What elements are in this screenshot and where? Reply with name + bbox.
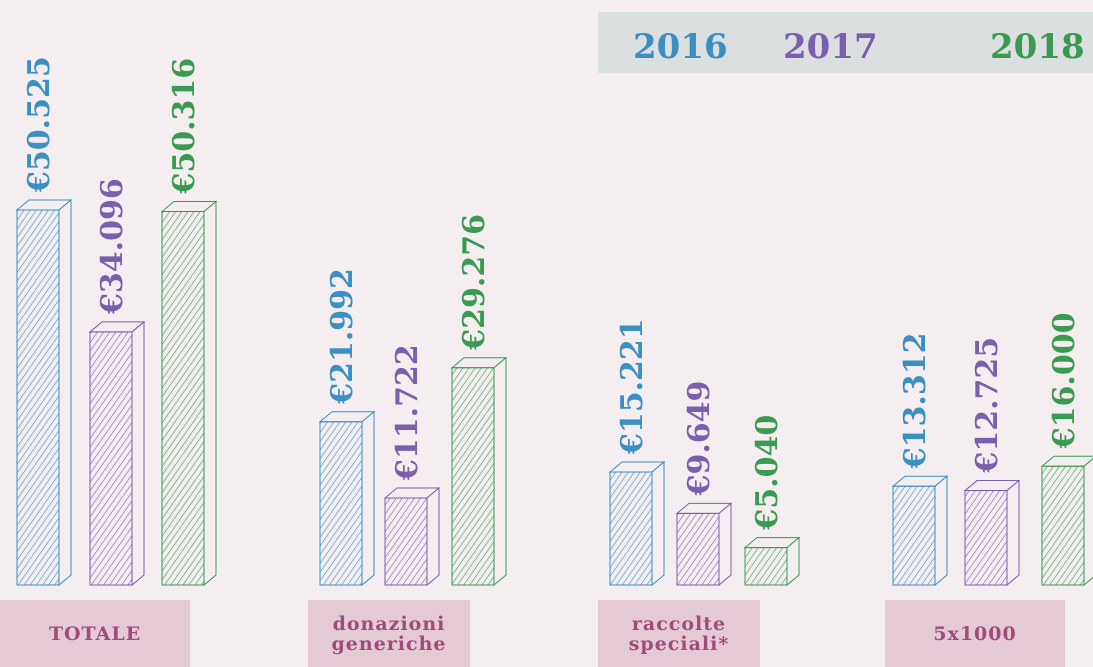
value-label: €21.992 xyxy=(325,268,360,405)
bar-side xyxy=(934,475,948,587)
bar-side xyxy=(651,460,665,587)
value-label: €11.722 xyxy=(390,344,425,481)
bar xyxy=(319,421,363,586)
bar xyxy=(744,547,788,586)
bar xyxy=(161,211,205,586)
bar xyxy=(964,490,1008,586)
value-label: €16.000 xyxy=(1047,313,1082,450)
bar xyxy=(89,331,133,586)
value-label: €12.725 xyxy=(970,337,1005,474)
category-label: 5x1000 xyxy=(885,600,1065,667)
category-label: donazioni generiche xyxy=(308,600,470,667)
bar-side xyxy=(131,320,145,587)
bar-side xyxy=(361,410,375,587)
value-label: €50.316 xyxy=(167,58,202,195)
value-label: €50.525 xyxy=(22,56,57,193)
bar-side xyxy=(1006,479,1020,587)
bar-side xyxy=(426,486,440,587)
bar-side xyxy=(493,356,507,587)
value-label: €9.649 xyxy=(682,381,717,497)
category-label: TOTALE xyxy=(0,600,190,667)
legend-box xyxy=(598,12,1093,73)
bar-side xyxy=(203,200,217,587)
value-label: €5.040 xyxy=(750,415,785,531)
bar xyxy=(451,367,495,586)
value-label: €13.312 xyxy=(898,332,933,469)
value-label: €34.096 xyxy=(95,178,130,315)
category-label: raccolte speciali* xyxy=(598,600,760,667)
legend-label: 2017 xyxy=(783,27,878,67)
bar-side xyxy=(58,198,72,587)
legend-label: 2016 xyxy=(633,27,728,67)
value-label: €15.221 xyxy=(615,318,650,455)
value-label: €29.276 xyxy=(457,214,492,351)
bar xyxy=(16,209,60,586)
legend-label: 2018 xyxy=(990,27,1085,67)
bar-side xyxy=(718,502,732,587)
bar xyxy=(892,485,936,586)
bar xyxy=(676,512,720,586)
bar xyxy=(609,471,653,586)
bar xyxy=(384,497,428,586)
bar xyxy=(1041,465,1085,586)
bar-side xyxy=(1083,458,1093,587)
